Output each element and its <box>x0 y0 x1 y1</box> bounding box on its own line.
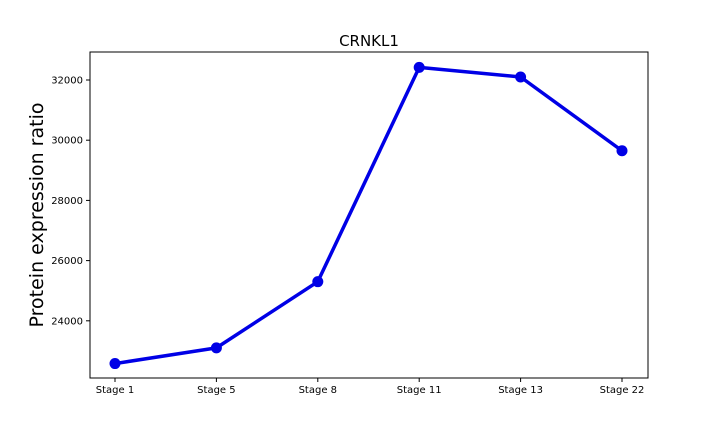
x-axis-ticks: Stage 1 Stage 5 Stage 8 Stage 11 Stage 13 Sta… <box>96 378 645 396</box>
y-axis-ticks: 24000 26000 28000 30000 32000 <box>51 75 90 327</box>
x-tick-label: Stage 11 <box>397 385 442 396</box>
x-tick-label: Stage 8 <box>299 385 337 396</box>
x-tick-label: Stage 22 <box>600 385 645 396</box>
data-point <box>312 276 324 288</box>
data-point <box>109 358 121 370</box>
y-tick-label: 24000 <box>51 316 83 327</box>
y-axis-label: Protein expression ratio <box>26 103 48 328</box>
data-point <box>515 71 527 83</box>
series-line <box>114 65 624 366</box>
y-tick-label: 26000 <box>51 256 83 267</box>
chart-title: CRNKL1 <box>339 32 399 50</box>
data-point <box>413 61 425 73</box>
y-tick-label: 32000 <box>51 75 83 86</box>
plot-area-frame <box>89 51 649 379</box>
series-layer <box>109 61 628 370</box>
x-tick-label: Stage 1 <box>96 385 134 396</box>
y-tick-label: 30000 <box>51 136 83 147</box>
data-point <box>616 145 628 157</box>
y-tick-label: 28000 <box>51 196 83 207</box>
x-tick-label: Stage 5 <box>197 385 235 396</box>
data-point <box>210 342 222 354</box>
x-tick-label: Stage 13 <box>498 385 543 396</box>
